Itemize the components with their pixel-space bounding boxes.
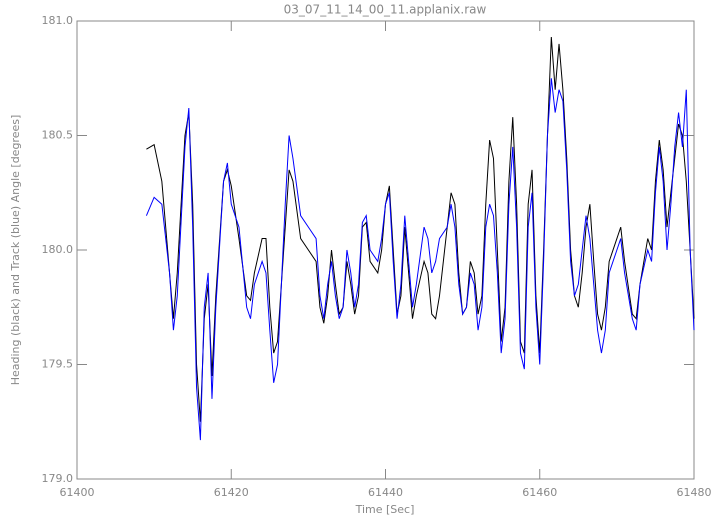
data-line [146,36,695,422]
plot-frame [76,20,695,480]
data-line [145,78,695,441]
y-tick-label: 179.0 [42,472,74,485]
y-tick-label: 180.0 [42,243,74,256]
x-axis-label: Time [Sec] [355,503,415,516]
y-tick-label: 179.5 [42,358,74,371]
x-tick-label: 61460 [522,486,557,499]
x-tick-label: 61420 [214,486,249,499]
x-tick-label: 61400 [60,486,95,499]
y-axis-label: Heading (black) and Track (blue) Angle [… [9,115,22,386]
chart-title: 03_07_11_14_00_11.applanix.raw [284,3,487,17]
y-tick-label: 180.5 [42,129,74,142]
y-tick-label: 181.0 [42,14,74,27]
x-tick-label: 61480 [677,486,712,499]
x-tick-label: 61440 [368,486,403,499]
